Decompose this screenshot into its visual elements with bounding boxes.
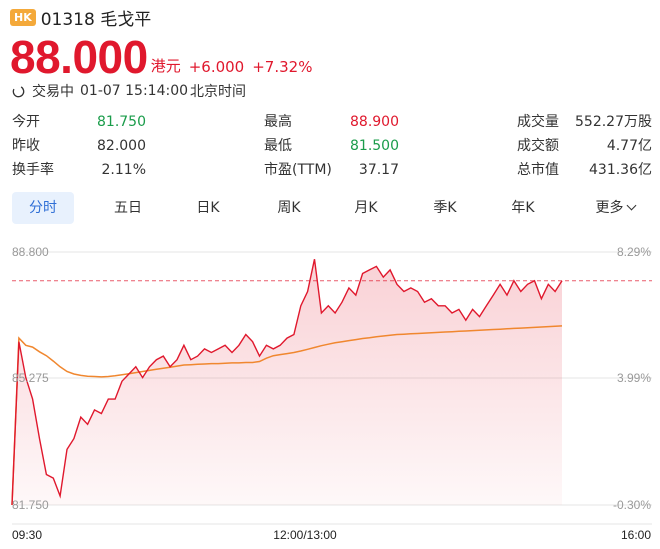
tab-weekly-k[interactable]: 周K	[277, 200, 301, 216]
stat-label-open: 今开	[12, 114, 40, 130]
stat-label-market-cap: 总市值	[517, 162, 559, 178]
clock-icon	[12, 85, 25, 97]
stat-value-market-cap: 431.36亿	[589, 162, 652, 178]
stat-label-prev-close: 昨收	[12, 138, 40, 154]
y-axis-left-mid: 85.275	[12, 371, 49, 385]
stats-row: 今开 81.750 最高 88.900 成交量 552.27万股	[12, 110, 652, 134]
stat-label-turnover-rate: 换手率	[12, 162, 54, 178]
tab-yearly-k[interactable]: 年K	[511, 200, 535, 216]
price-row: 88.000 港元 +6.000 +7.32%	[10, 34, 312, 80]
price-line	[11, 259, 563, 506]
average-price-line	[11, 325, 563, 506]
stat-label-turnover: 成交额	[517, 138, 559, 154]
tab-monthly-k[interactable]: 月K	[354, 200, 378, 216]
stat-value-volume: 552.27万股	[575, 114, 652, 130]
market-badge: HK	[10, 8, 36, 26]
y-axis-right-top: 8.29%	[617, 245, 651, 259]
y-axis-right-mid: 3.99%	[617, 371, 651, 385]
x-axis-midday: 12:00/13:00	[273, 528, 337, 542]
tab-quarterly-k[interactable]: 季K	[433, 200, 457, 216]
trading-status: 交易中 01-07 15:14:00 北京时间	[12, 81, 246, 101]
y-axis-left-top: 88.800	[12, 245, 49, 259]
chart-period-tabs: 分时 五日 日K 周K 月K 季K 年K 更多	[12, 192, 648, 224]
stat-value-high: 88.900	[350, 114, 399, 130]
x-axis-close: 16:00	[621, 528, 651, 542]
stat-label-volume: 成交量	[517, 114, 559, 130]
stats-row: 昨收 82.000 最低 81.500 成交额 4.77亿	[12, 134, 652, 158]
stat-value-pe-ttm: 37.17	[358, 162, 399, 178]
currency-label: 港元	[150, 57, 181, 75]
stock-header: HK 01318 毛戈平	[10, 6, 152, 30]
y-axis-left-bottom: 81.750	[12, 498, 49, 512]
tab-more[interactable]: 更多	[582, 192, 648, 224]
stock-title: 01318 毛戈平	[40, 9, 152, 30]
stat-value-turnover: 4.77亿	[606, 138, 652, 154]
stat-value-prev-close: 82.000	[97, 138, 146, 154]
stat-label-pe-ttm: 市盈(TTM)	[264, 162, 332, 178]
tab-five-day[interactable]: 五日	[114, 200, 142, 216]
x-axis-open: 09:30	[12, 528, 42, 542]
status-text: 交易中	[32, 84, 74, 100]
y-axis-right-bottom: -0.30%	[613, 498, 651, 512]
tab-more-label: 更多	[595, 200, 624, 216]
stat-value-turnover-rate: 2.11%	[101, 162, 146, 178]
current-price: 88.000	[10, 31, 148, 83]
stat-label-high: 最高	[264, 114, 292, 130]
status-timezone: 北京时间	[190, 84, 247, 100]
stats-grid: 今开 81.750 最高 88.900 成交量 552.27万股 昨收 82.0…	[12, 110, 652, 182]
tab-intraday[interactable]: 分时	[12, 192, 74, 224]
stat-value-low: 81.500	[350, 138, 399, 154]
stats-row: 换手率 2.11% 市盈(TTM) 37.17 总市值 431.36亿	[12, 158, 652, 182]
stat-value-open: 81.750	[97, 114, 146, 130]
chevron-down-icon	[626, 200, 636, 211]
status-datetime: 01-07 15:14:00	[80, 83, 189, 99]
price-area	[12, 259, 562, 505]
price-change-pct: +7.32%	[252, 58, 313, 76]
stat-label-low: 最低	[264, 138, 292, 154]
intraday-chart[interactable]: 88.800 85.275 81.750 8.29% 3.99% -0.30% …	[0, 238, 660, 549]
tab-daily-k[interactable]: 日K	[196, 200, 220, 216]
price-change: +6.000	[188, 58, 245, 76]
